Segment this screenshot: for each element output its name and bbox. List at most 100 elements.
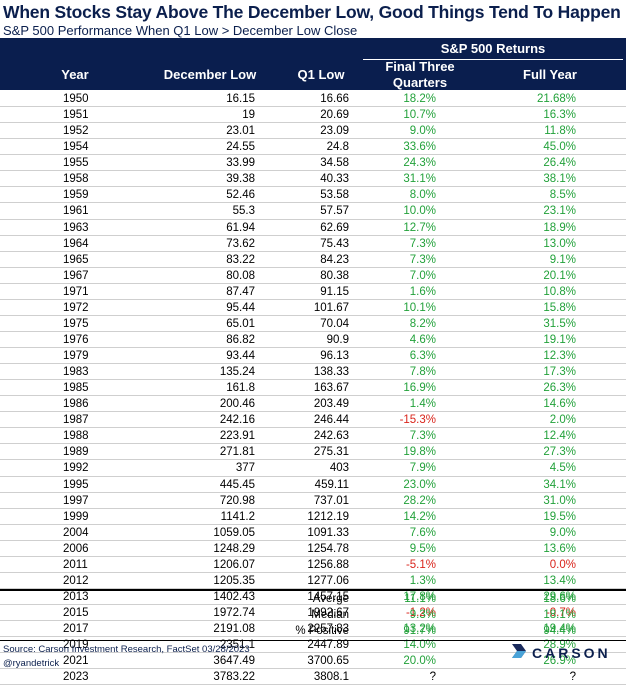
cell-full-year: 4.5% — [549, 462, 576, 475]
cell-final-three-quarters: 6.3% — [409, 350, 436, 362]
table-row: 1985 161.8 163.67 16.9% 26.3% — [0, 380, 626, 397]
cell-final-three-quarters: 13.2% — [403, 623, 436, 636]
cell-year: 2004 — [63, 526, 89, 539]
table-row: 1989 271.81 275.31 19.8% 27.3% — [0, 444, 626, 461]
cell-december-low: 23.01 — [226, 125, 255, 138]
table-row: 2011 1206.07 1256.88 -5.1% 0.0% — [0, 557, 626, 573]
summary-section: Averge 11.1% 18.6% Median 9.3% 18.1% % Positiv… — [0, 592, 626, 641]
table-row: 1961 55.3 57.57 10.0% 23.1% — [0, 203, 626, 220]
cell-december-low: 1205.35 — [213, 574, 255, 587]
cell-final-three-quarters: 23.0% — [403, 478, 436, 491]
cell-q1-low: 34.58 — [320, 157, 349, 170]
cell-full-year: 31.5% — [543, 317, 576, 330]
cell-full-year: 26.3% — [543, 382, 576, 395]
cell-year: 1988 — [63, 430, 89, 443]
cell-december-low: 87.47 — [226, 285, 255, 298]
table-row: 2017 2191.08 2257.83 13.2% 19.4% — [0, 621, 626, 638]
cell-full-year: 2.0% — [549, 414, 576, 427]
cell-q1-low: 138.33 — [313, 366, 349, 379]
cell-full-year: 31.0% — [543, 494, 576, 507]
carson-chevron-icon — [512, 644, 526, 658]
cell-full-year: 38.1% — [543, 173, 576, 186]
cell-december-low: 80.08 — [226, 269, 255, 282]
cell-year: 1952 — [63, 125, 89, 138]
cell-q1-low: 246.44 — [313, 414, 349, 427]
cell-full-year: 26.4% — [543, 157, 576, 170]
cell-december-low: 200.46 — [219, 398, 255, 411]
cell-year: 2021 — [63, 655, 89, 668]
cell-final-three-quarters: 9.0% — [409, 125, 436, 138]
table-row: 1976 86.82 90.9 4.6% 19.1% — [0, 332, 626, 348]
cell-year: 1959 — [63, 189, 89, 202]
table-row: 1958 39.38 40.33 31.1% 38.1% — [0, 171, 626, 188]
cell-full-year: 12.3% — [543, 350, 576, 362]
header-final-line1: Final Three — [385, 59, 455, 74]
cell-final-three-quarters: 19.8% — [403, 446, 436, 459]
table-row: 2021 3647.49 3700.65 20.0% 26.9% — [0, 653, 626, 670]
table-row: 1950 16.15 16.66 18.2% 21.68% — [0, 91, 626, 108]
table-row: 2015 1972.74 1992.67 -1.2% -0.7% — [0, 605, 626, 622]
summary-row: % Positive 91.7% 94.4% — [0, 624, 626, 640]
cell-q1-low: 242.63 — [313, 430, 349, 443]
cell-full-year: 9.1% — [549, 253, 576, 266]
table-row: 1986 200.46 203.49 1.4% 14.6% — [0, 396, 626, 413]
table-row: 1967 80.08 80.38 7.0% 20.1% — [0, 268, 626, 284]
cell-year: 1995 — [63, 478, 89, 491]
cell-full-year: 27.3% — [543, 446, 576, 459]
cell-december-low: 1141.2 — [220, 510, 255, 523]
cell-year: 1967 — [63, 269, 89, 282]
cell-q1-low: 163.67 — [313, 382, 349, 395]
cell-final-three-quarters: 7.3% — [409, 253, 436, 266]
table-row: 2023 3783.22 3808.1?? — [0, 669, 626, 685]
cell-full-year: 14.6% — [543, 398, 576, 411]
cell-year: 1979 — [63, 350, 89, 362]
cell-q1-low: 70.04 — [320, 317, 349, 330]
cell-year: 1955 — [63, 157, 89, 170]
summary-full-year: 18.6% — [543, 593, 576, 605]
cell-full-year: 34.1% — [543, 478, 576, 491]
cell-final-three-quarters: 12.7% — [403, 221, 436, 234]
cell-year: 1958 — [63, 173, 89, 186]
table-row: 1971 87.47 91.15 1.6% 10.8% — [0, 284, 626, 300]
cell-year: 1975 — [63, 317, 89, 330]
cell-full-year: 13.0% — [543, 237, 576, 250]
cell-q1-low: 57.57 — [320, 205, 349, 218]
cell-year: 1987 — [63, 414, 89, 427]
cell-december-low: 1059.05 — [213, 526, 255, 539]
cell-full-year: 10.8% — [543, 285, 576, 298]
table-row: 2013 1402.43 1457.15 17.8% 29.6% — [0, 589, 626, 605]
cell-full-year: 20.1% — [543, 269, 576, 282]
summary-full-year: 18.1% — [543, 609, 576, 621]
cell-year: 2006 — [63, 542, 89, 555]
cell-q1-low: 2257.83 — [307, 623, 349, 636]
cell-full-year: 9.0% — [549, 526, 576, 539]
table-row: 1964 73.62 75.43 7.3% 13.0% — [0, 236, 626, 252]
cell-full-year: 16.3% — [543, 109, 576, 122]
cell-year: 1985 — [63, 382, 89, 395]
summary-final-three-quarters: 9.3% — [409, 609, 436, 621]
cell-december-low: 33.99 — [226, 157, 255, 170]
cell-year: 1972 — [63, 301, 89, 314]
cell-q1-low: 1212.19 — [307, 510, 349, 523]
cell-full-year: 18.9% — [543, 221, 576, 234]
table-row: 1951 19 20.69 10.7% 16.3% — [0, 107, 626, 124]
cell-year: 1992 — [63, 462, 89, 475]
cell-december-low: 3783.22 — [213, 671, 255, 684]
table-row: 1972 95.44 101.67 10.1% 15.8% — [0, 300, 626, 316]
cell-final-three-quarters: 18.2% — [403, 93, 436, 105]
cell-q1-low: 84.23 — [320, 253, 349, 266]
cell-year: 2013 — [63, 590, 89, 603]
table-row: 1965 83.22 84.23 7.3% 9.1% — [0, 252, 626, 268]
cell-q1-low: 80.38 — [320, 269, 349, 282]
table-row: 1975 65.01 70.04 8.2% 31.5% — [0, 316, 626, 332]
cell-final-three-quarters: 1.6% — [409, 285, 436, 298]
cell-year: 2012 — [63, 574, 89, 587]
cell-year: 2023 — [63, 671, 89, 684]
cell-full-year: 13.6% — [543, 542, 576, 555]
carson-logo: CARSON — [510, 640, 620, 664]
cell-december-low: 1972.74 — [213, 607, 255, 619]
cell-december-low: 73.62 — [226, 237, 255, 250]
header-group-divider — [363, 59, 623, 60]
cell-year: 1976 — [63, 333, 89, 346]
cell-final-three-quarters: 14.0% — [403, 639, 436, 652]
